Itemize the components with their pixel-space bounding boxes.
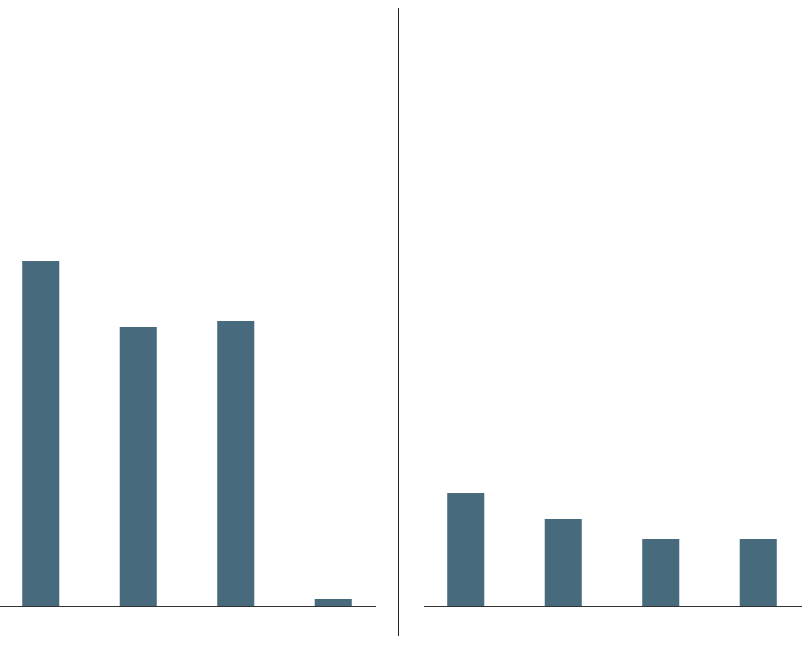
bar [119, 327, 157, 606]
bar [447, 493, 485, 606]
bar [22, 261, 60, 606]
bar [739, 539, 777, 606]
bar [314, 599, 352, 606]
bar [642, 539, 680, 606]
bar [544, 519, 582, 606]
bar [217, 321, 255, 606]
